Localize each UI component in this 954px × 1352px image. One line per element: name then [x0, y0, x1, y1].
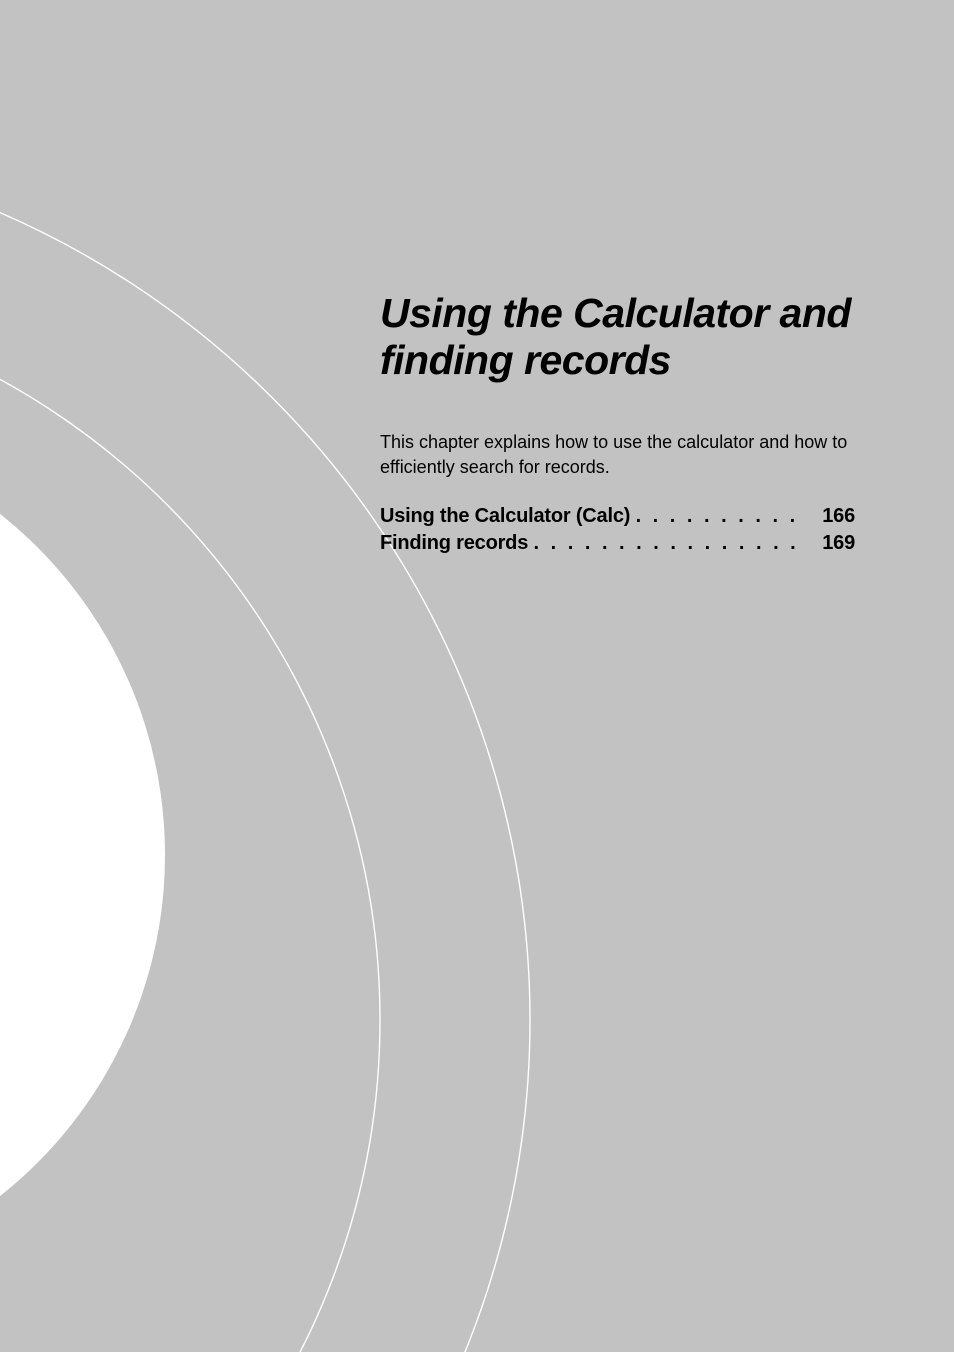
toc-entry-dots — [533, 532, 804, 555]
toc-entry-page: 169 — [804, 532, 855, 555]
toc: Using the Calculator (Calc) 166 Finding r… — [380, 505, 855, 555]
toc-entry: Finding records 169 — [380, 532, 855, 555]
chapter-title: Using the Calculator and finding records — [380, 290, 855, 384]
chapter-content: Using the Calculator and finding records… — [380, 290, 855, 559]
toc-entry-page: 166 — [804, 505, 855, 528]
decorative-arcs — [0, 0, 954, 1352]
toc-entry: Using the Calculator (Calc) 166 — [380, 505, 855, 528]
chapter-intro: This chapter explains how to use the cal… — [380, 430, 855, 479]
toc-entry-label: Finding records — [380, 532, 528, 555]
toc-entry-dots — [636, 505, 805, 528]
toc-entry-label: Using the Calculator (Calc) — [380, 505, 630, 528]
